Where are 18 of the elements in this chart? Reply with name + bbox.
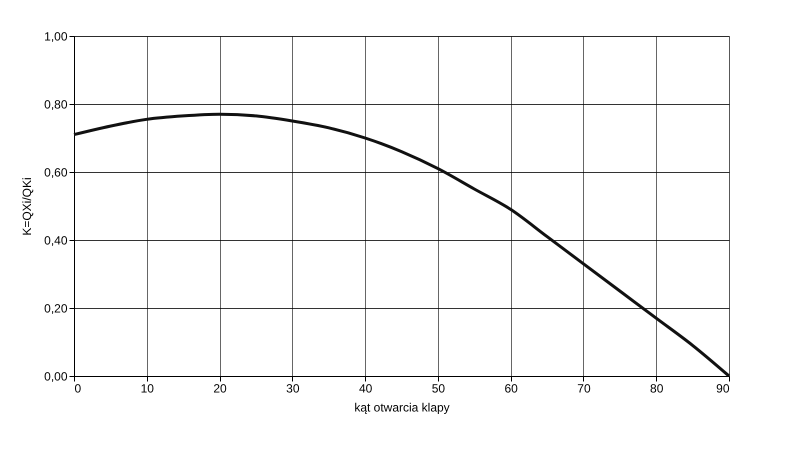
- y-tick-label: 0,60: [44, 166, 68, 180]
- x-tick-label: 10: [140, 382, 154, 396]
- x-tick-label: 60: [504, 382, 518, 396]
- x-tick-label: 20: [213, 382, 228, 396]
- y-tick-label: 0,40: [44, 234, 68, 248]
- x-tick-label: 40: [358, 382, 373, 396]
- x-tick-label: 30: [286, 382, 300, 396]
- y-tick-label: 0,00: [44, 370, 68, 384]
- x-tick-label: 50: [432, 382, 446, 396]
- x-tick-label: 0: [74, 382, 82, 396]
- y-tick-label: 1,00: [44, 30, 68, 44]
- x-tick-label: 70: [577, 382, 591, 396]
- y-axis-title: K=QXi/QKi: [20, 177, 34, 236]
- x-tick-label: 80: [650, 382, 664, 396]
- x-axis-title: kąt otwarcia klapy: [354, 400, 450, 414]
- y-tick-label: 0,20: [44, 302, 68, 316]
- x-tick-label: 90: [716, 382, 730, 396]
- y-tick-label: 0,80: [44, 98, 68, 112]
